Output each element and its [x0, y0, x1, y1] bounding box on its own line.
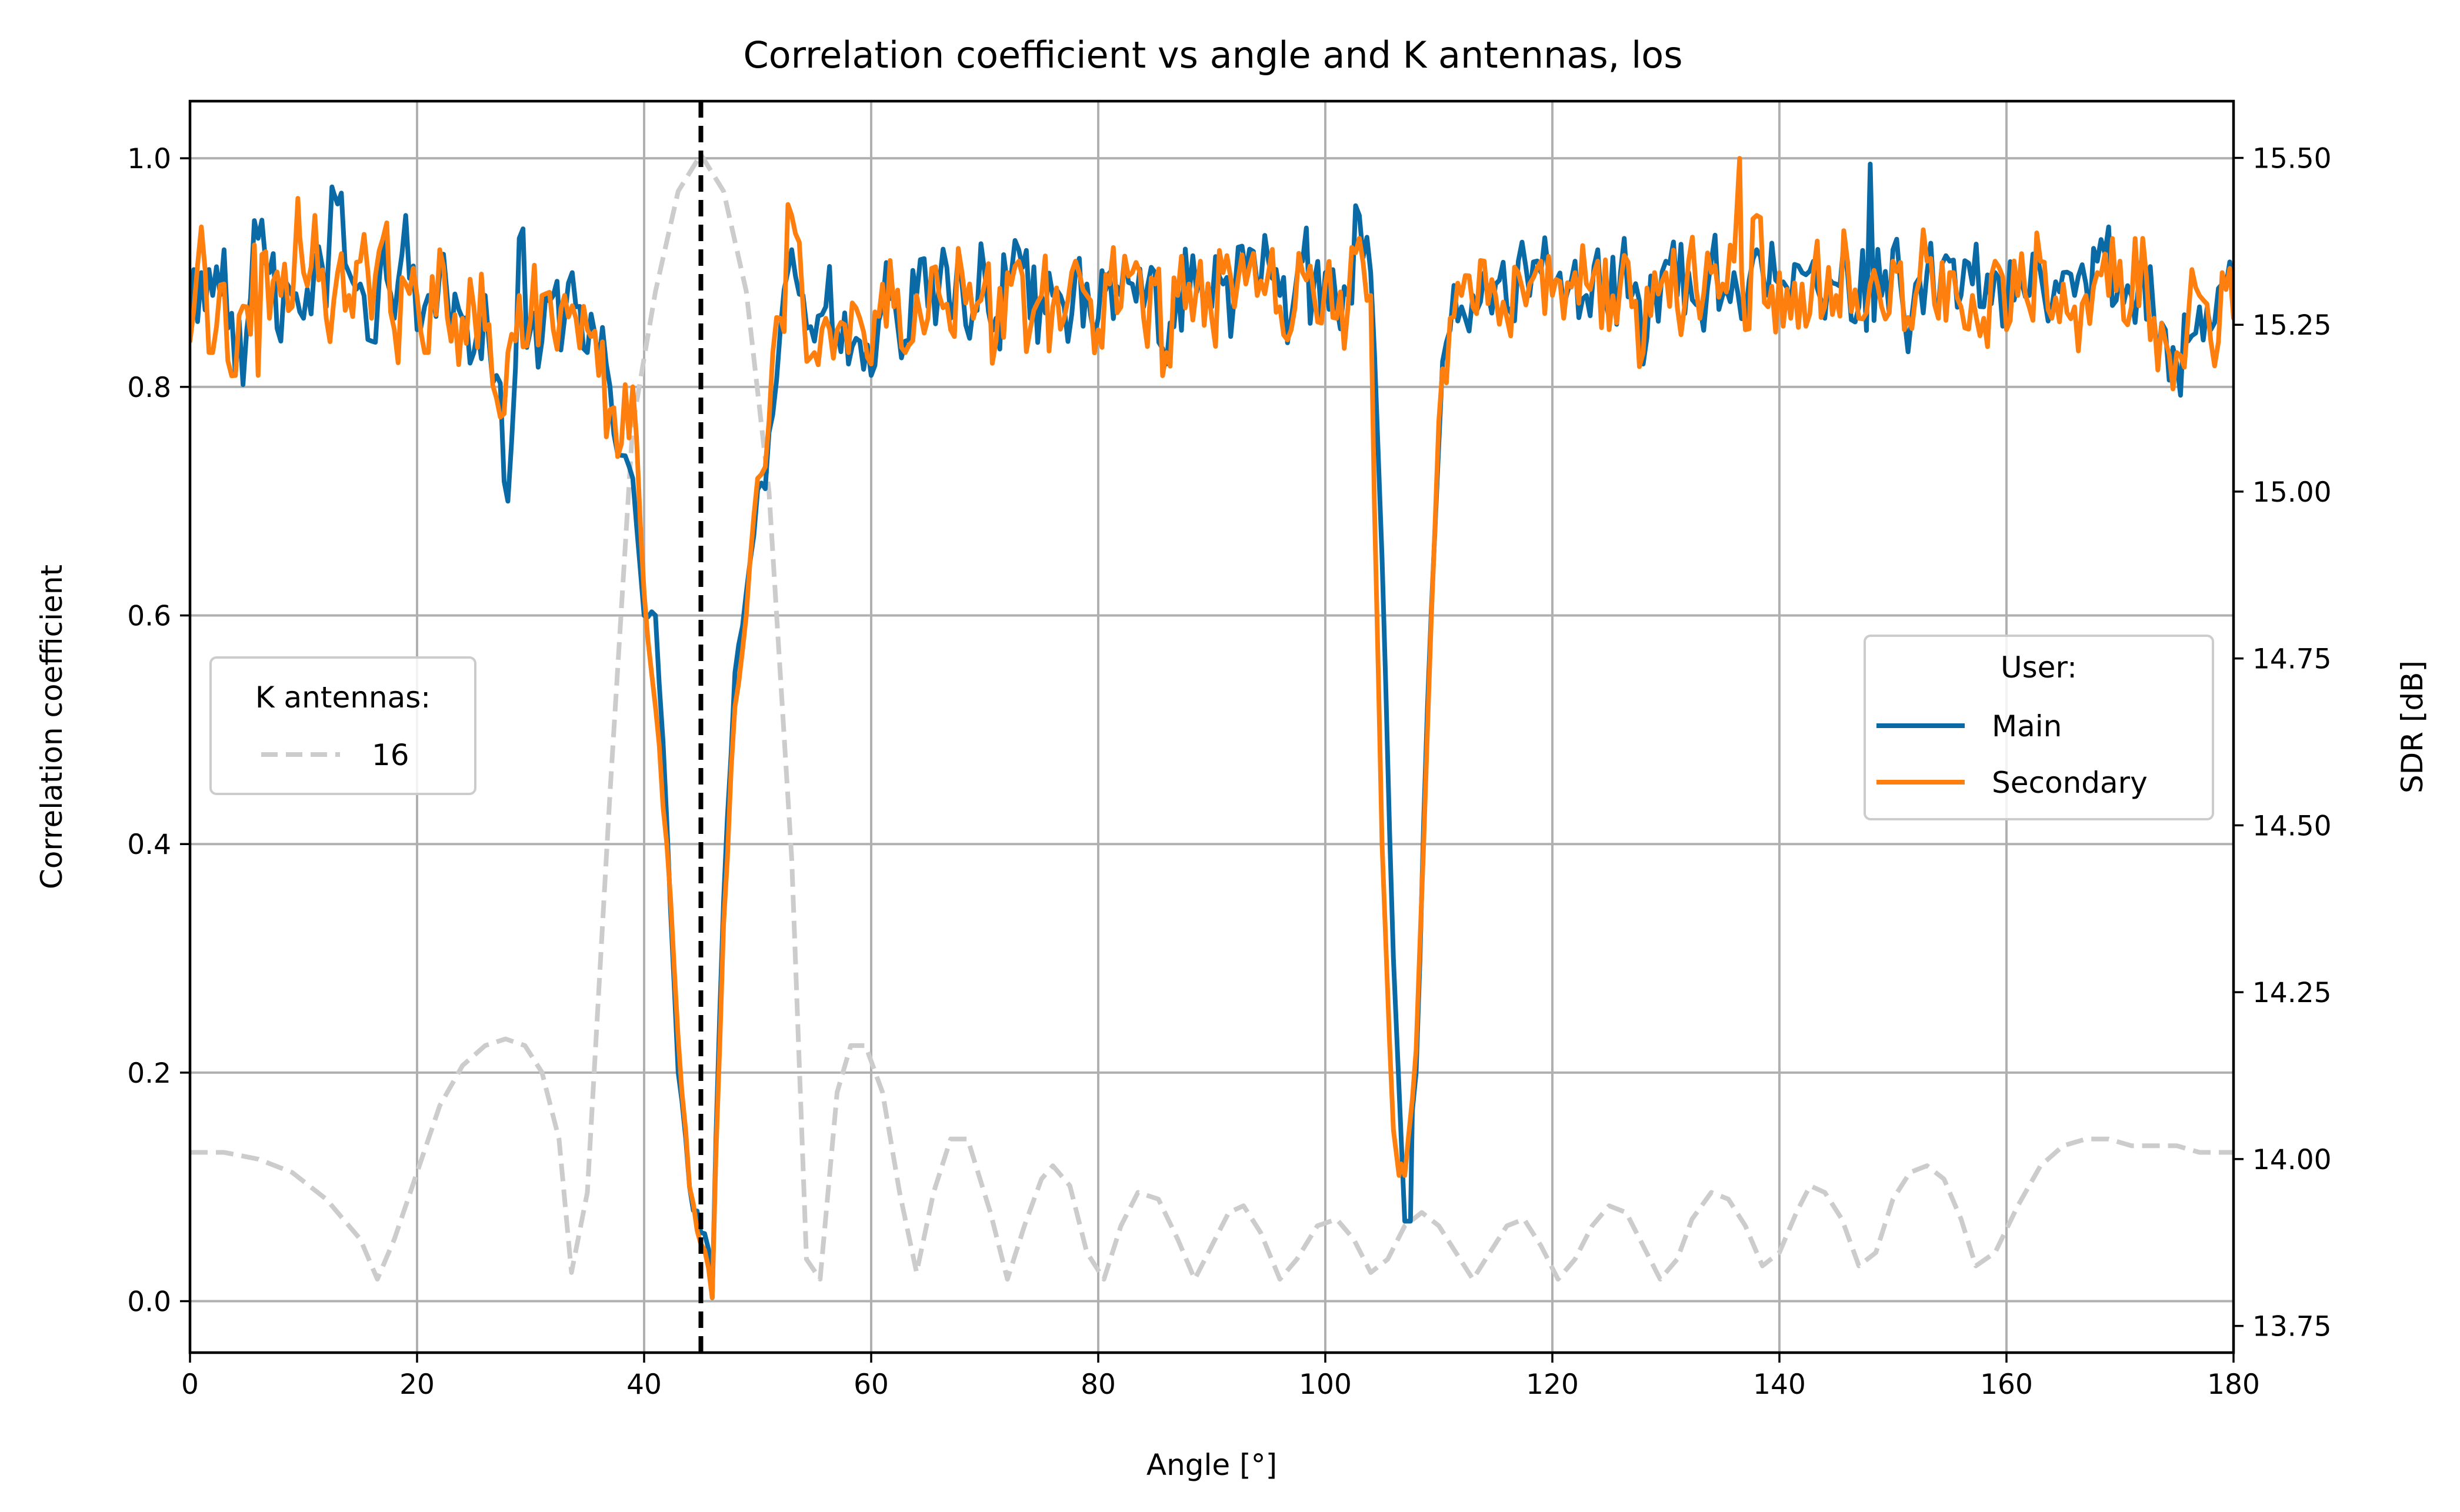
x-tick-label: 20 — [399, 1369, 435, 1401]
x-tick-label: 80 — [1081, 1369, 1116, 1401]
y2-tick-label: 14.75 — [2252, 643, 2332, 676]
y2-tick-label: 14.00 — [2252, 1144, 2332, 1176]
x-tick-label: 40 — [626, 1369, 662, 1401]
plot-frame — [188, 99, 2235, 1354]
y2-tick-label: 15.25 — [2252, 309, 2332, 342]
legend-user-title: User: — [2001, 650, 2077, 685]
x-tick-label: 60 — [854, 1369, 889, 1401]
series-line-16 — [190, 152, 2234, 1282]
legend-main-entry: Main — [1992, 709, 2062, 743]
y-tick-label: 0.2 — [127, 1057, 171, 1090]
x-tick-label: 180 — [2207, 1369, 2260, 1401]
x-axis-label: Angle [°] — [1146, 1448, 1277, 1482]
legend-k-entry-16: 16 — [372, 738, 409, 772]
x-tick-label: 120 — [1526, 1369, 1579, 1401]
y-tick-label: 0.4 — [127, 829, 171, 861]
x-tick-label: 0 — [181, 1369, 199, 1401]
y2-tick-label: 15.50 — [2252, 142, 2332, 175]
x-tick-label: 160 — [1980, 1369, 2033, 1401]
chart-title: Correlation coefficient vs angle and K a… — [743, 34, 1682, 76]
x-axis: 0 20 40 60 80 100 120 140 160 180 — [181, 1353, 2260, 1401]
y-tick-label: 0.0 — [127, 1286, 171, 1319]
y2-tick-label: 13.75 — [2252, 1311, 2332, 1343]
y2-axis-label: SDR [dB] — [2395, 660, 2429, 793]
legend-k-antennas: K antennas: 16 — [209, 656, 476, 795]
legend-k-box — [209, 656, 476, 795]
legend-k-title: K antennas: — [255, 680, 431, 715]
series-line-secondary — [190, 156, 2234, 1300]
legend-user: User: Main Secondary — [1864, 635, 2214, 820]
y2-tick-label: 14.50 — [2252, 810, 2332, 842]
y-axis-left: 0.0 0.2 0.4 0.6 0.8 1.0 — [127, 143, 190, 1319]
y-axis-right: 13.75 14.00 14.25 14.50 14.75 15.00 15.25 15.50 — [2234, 142, 2332, 1343]
x-tick-label: 140 — [1753, 1369, 1806, 1401]
y-tick-label: 0.6 — [127, 600, 171, 633]
y2-tick-label: 14.25 — [2252, 977, 2332, 1009]
y-axis-label: Correlation coefficient — [35, 565, 69, 889]
y-tick-label: 1.0 — [127, 143, 171, 175]
legend-secondary-entry: Secondary — [1992, 766, 2148, 800]
series-layer — [190, 101, 2234, 1353]
legend-user-box — [1864, 635, 2214, 820]
y2-tick-label: 15.00 — [2252, 476, 2332, 509]
x-tick-label: 100 — [1299, 1369, 1352, 1401]
y-tick-label: 0.8 — [127, 372, 171, 404]
